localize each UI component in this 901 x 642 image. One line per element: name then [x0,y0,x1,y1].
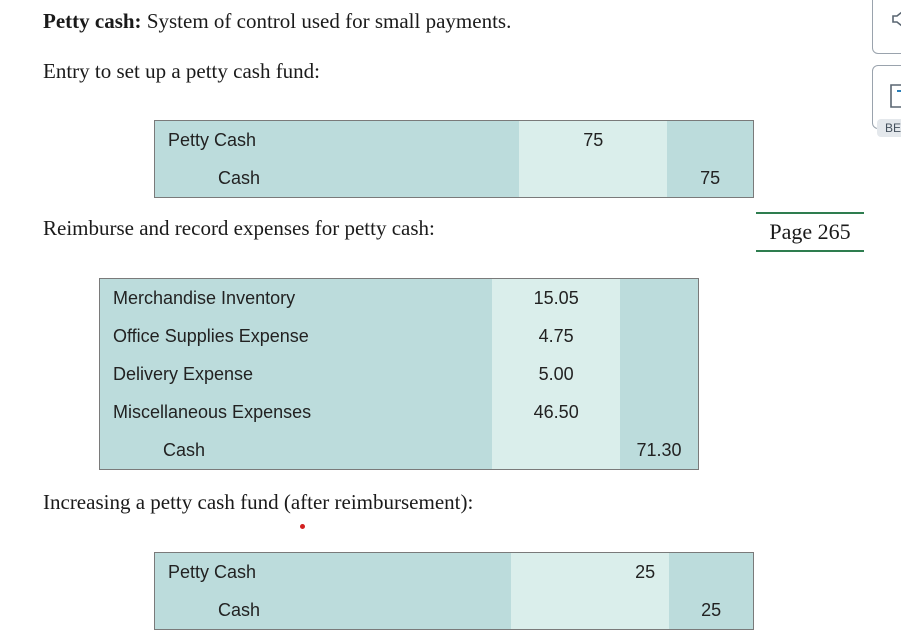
journal-entry-setup: Petty Cash 75 Cash 75 [154,120,754,198]
journal-entry-increase: Petty Cash 25 Cash 25 [154,552,754,630]
account-name: Cash [99,431,493,470]
credit-amount [620,317,699,355]
credit-amount: 71.30 [620,431,699,470]
account-name: Cash [154,591,512,630]
debit-amount: 5.00 [492,355,621,393]
account-name: Merchandise Inventory [99,278,493,317]
account-name: Cash [154,159,520,198]
account-name: Petty Cash [154,120,520,159]
debit-amount: 15.05 [492,278,621,317]
petty-cash-definition: Petty cash: System of control used for s… [43,8,511,34]
definition-term: Petty cash: [43,9,142,33]
definition-text: System of control used for small payment… [146,9,512,33]
account-name: Petty Cash [154,552,512,591]
account-name: Miscellaneous Expenses [99,393,493,431]
account-name: Office Supplies Expense [99,317,493,355]
table-row: Cash 25 [154,591,754,630]
account-name: Delivery Expense [99,355,493,393]
credit-amount [620,393,699,431]
speaker-icon [892,11,901,27]
sidebar-label: BE [877,119,901,137]
credit-amount [667,120,754,159]
debit-amount [519,159,668,198]
table-row: Miscellaneous Expenses 46.50 [99,393,699,431]
annotation-dot [300,524,305,529]
debit-amount: 75 [519,120,668,159]
debit-amount: 25 [511,552,670,591]
flashcard-button[interactable] [872,65,901,129]
table-row: Cash 75 [154,159,754,198]
debit-amount [511,591,670,630]
credit-amount [620,355,699,393]
section-heading-increase: Increasing a petty cash fund (after reim… [43,490,474,514]
credit-amount [669,552,754,591]
table-row: Delivery Expense 5.00 [99,355,699,393]
debit-amount: 46.50 [492,393,621,431]
credit-amount [620,278,699,317]
journal-entry-reimburse: Merchandise Inventory 15.05 Office Suppl… [99,278,699,470]
section-heading-setup: Entry to set up a petty cash fund: [43,59,321,83]
section-heading-reimburse: Reimburse and record expenses for petty … [43,216,435,240]
table-row: Cash 71.30 [99,431,699,470]
table-row: Office Supplies Expense 4.75 [99,317,699,355]
table-row: Merchandise Inventory 15.05 [99,278,699,317]
table-row: Petty Cash 25 [154,552,754,591]
page-marker: Page 265 [756,212,864,252]
credit-amount: 75 [667,159,754,198]
credit-amount: 25 [669,591,754,630]
audio-button[interactable] [872,0,901,54]
debit-amount [492,431,621,470]
flashcard-icon [890,84,901,108]
table-row: Petty Cash 75 [154,120,754,159]
debit-amount: 4.75 [492,317,621,355]
